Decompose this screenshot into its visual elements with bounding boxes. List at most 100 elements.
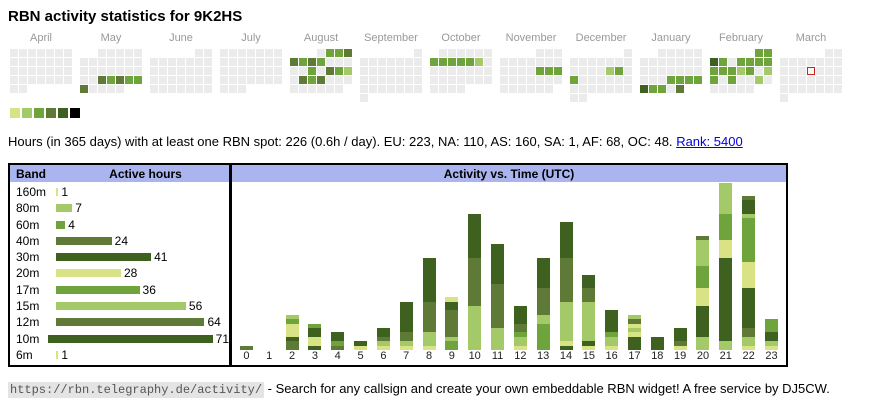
day-cell: [710, 58, 718, 66]
day-cell: [265, 76, 273, 84]
day-cell: [414, 67, 422, 75]
hour-slot-0: [235, 345, 258, 350]
day-cell: [326, 58, 334, 66]
hour-bar-21: [719, 182, 733, 350]
rank-link[interactable]: Rank: 5400: [676, 134, 743, 149]
day-cell: [238, 76, 246, 84]
bar-segment: [559, 341, 573, 346]
day-cell: [649, 58, 657, 66]
day-cell: [448, 76, 456, 84]
day-cell: [430, 58, 438, 66]
x-tick-label: 16: [605, 350, 618, 362]
band-chart-panel: Band Active hours 160m 1 80m 7 60m 4 40m 24 30m 4…: [10, 165, 232, 365]
month-december: December: [570, 32, 632, 102]
day-cell: [719, 85, 727, 93]
day-cell: [624, 58, 632, 66]
band-label: 6m: [16, 347, 33, 362]
day-cell: [640, 76, 648, 84]
day-cell: [457, 49, 465, 57]
band-bar: [56, 253, 152, 262]
hour-slot-13: [532, 257, 555, 350]
bar-segment: [742, 328, 756, 337]
day-cell: [10, 67, 18, 75]
bar-segment: [764, 332, 778, 342]
day-cell: [204, 67, 212, 75]
day-cell: [606, 67, 614, 75]
day-cell: [466, 67, 474, 75]
month-day-grid: [430, 49, 492, 93]
bar-segment: [627, 314, 641, 320]
hour-bar-2: [285, 314, 299, 350]
day-cell: [274, 49, 282, 57]
day-cell: [825, 49, 833, 57]
x-tick-label: 14: [559, 350, 573, 362]
day-cell: [439, 76, 447, 84]
day-cell: [816, 58, 824, 66]
day-cell: [369, 67, 377, 75]
day-cell: [256, 67, 264, 75]
legend-swatch: [46, 108, 56, 118]
bar-segment: [536, 288, 550, 315]
day-cell: [177, 85, 185, 93]
x-tick-label: 1: [266, 350, 273, 362]
hour-bar-17: [627, 314, 641, 350]
day-cell: [98, 76, 106, 84]
day-cell: [387, 85, 395, 93]
hour-bar-10: [468, 213, 482, 350]
day-cell: [527, 67, 535, 75]
day-cell: [308, 85, 316, 93]
month-label: January: [651, 32, 691, 44]
day-cell: [780, 58, 788, 66]
bar-segment: [673, 341, 687, 346]
day-cell: [37, 67, 45, 75]
day-cell: [710, 67, 718, 75]
bar-segment: [285, 319, 299, 324]
day-cell: [579, 67, 587, 75]
x-tick-label: 11: [491, 350, 504, 362]
hour-bar-7: [399, 301, 413, 350]
day-cell: [737, 58, 745, 66]
hour-bar-13: [536, 257, 550, 350]
day-cell: [125, 58, 133, 66]
widget-url: https://rbn.telegraphy.de/activity/: [8, 382, 265, 398]
bar-segment: [627, 328, 641, 333]
day-cell: [247, 49, 255, 57]
bar-segment: [376, 336, 390, 342]
day-cell: [500, 58, 508, 66]
day-cell: [387, 76, 395, 84]
day-cell: [10, 58, 18, 66]
day-cell: [344, 67, 352, 75]
bar-segment: [764, 345, 778, 350]
hour-bar-11: [491, 244, 505, 350]
day-cell: [597, 76, 605, 84]
day-cell: [694, 76, 702, 84]
day-cell: [19, 76, 27, 84]
day-cell: [396, 85, 404, 93]
day-cell: [719, 58, 727, 66]
day-cell: [274, 58, 282, 66]
day-cell: [484, 49, 492, 57]
day-cell: [728, 67, 736, 75]
day-cell: [247, 58, 255, 66]
bar-segment: [491, 244, 505, 284]
day-cell: [554, 58, 562, 66]
x-tick-label: 7: [403, 350, 410, 362]
day-cell: [518, 67, 526, 75]
bar-segment: [673, 328, 687, 342]
bar-segment: [719, 182, 733, 214]
day-cell: [55, 76, 63, 84]
hour-bar-8: [422, 257, 436, 350]
bar-segment: [605, 345, 619, 350]
bar-segment: [719, 341, 733, 350]
day-cell: [624, 67, 632, 75]
day-cell: [335, 58, 343, 66]
day-cell: [335, 49, 343, 57]
day-cell: [299, 67, 307, 75]
day-cell: [606, 85, 614, 93]
x-tick-label: 17: [628, 350, 641, 362]
day-cell: [28, 76, 36, 84]
day-cell: [335, 76, 343, 84]
bar-segment: [605, 336, 619, 346]
bar-segment: [445, 297, 459, 302]
band-label: 15m: [16, 298, 40, 313]
